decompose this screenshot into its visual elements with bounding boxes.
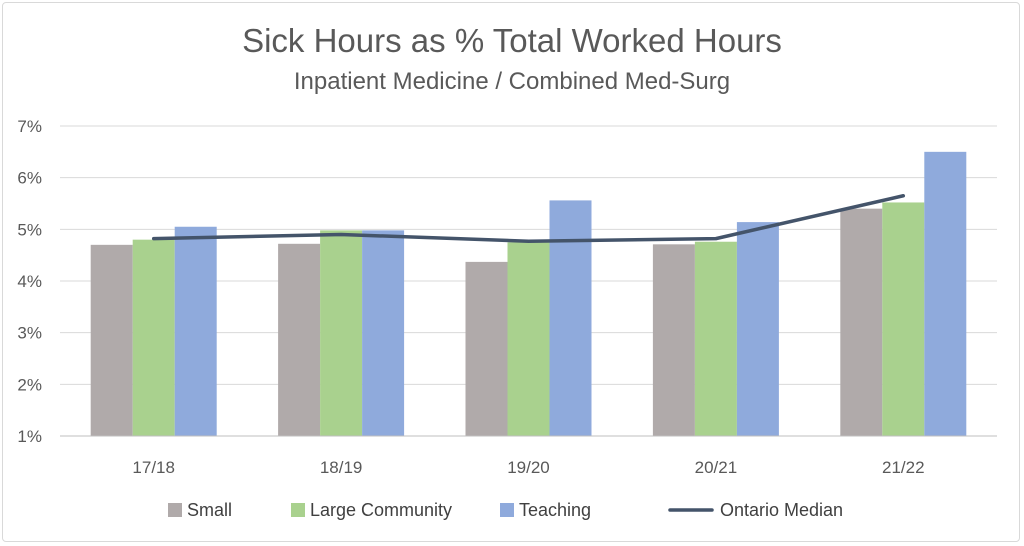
y-axis: 1% 2% 3% 4% 5% 6% 7% (17, 117, 42, 446)
x-tick-label: 17/18 (132, 458, 175, 477)
legend-label: Large Community (310, 500, 452, 520)
legend-label: Small (187, 500, 232, 520)
legend-label: Teaching (519, 500, 591, 520)
bar-teaching (736, 222, 779, 436)
line-ontario-median (151, 194, 906, 243)
y-tick-label: 4% (17, 272, 42, 291)
y-tick-label: 7% (17, 117, 42, 136)
chart-title: Sick Hours as % Total Worked Hours (242, 22, 782, 59)
bar-teaching (362, 230, 405, 436)
y-tick-label: 3% (17, 324, 42, 343)
bar-teaching (924, 151, 967, 437)
x-tick-label: 19/20 (507, 458, 550, 477)
x-axis: 17/18 18/19 19/20 20/21 21/22 (60, 435, 997, 477)
y-tick-label: 1% (17, 427, 42, 446)
bar-small (465, 261, 508, 436)
x-tick-label: 20/21 (695, 458, 738, 477)
legend-label: Ontario Median (720, 500, 843, 520)
bar-small (840, 208, 883, 436)
legend-swatch (500, 503, 514, 517)
bar-large-community (507, 242, 550, 436)
bars (90, 151, 967, 437)
bar-teaching (549, 200, 592, 436)
bar-small (278, 243, 321, 436)
legend-swatch (291, 503, 305, 517)
y-tick-label: 6% (17, 169, 42, 188)
bar-large-community (132, 239, 175, 436)
y-tick-label: 5% (17, 220, 42, 239)
chart-subtitle: Inpatient Medicine / Combined Med-Surg (293, 68, 731, 95)
bar-small (652, 244, 695, 436)
median-line (151, 194, 906, 243)
bar-large-community (882, 202, 925, 436)
x-tick-label: 21/22 (882, 458, 925, 477)
legend-swatch (168, 503, 182, 517)
bar-small (90, 244, 133, 436)
legend: Small Large Community Teaching Ontario Medi… (168, 500, 843, 520)
x-tick-label: 18/19 (320, 458, 363, 477)
bar-large-community (694, 241, 737, 436)
bar-teaching (174, 226, 217, 436)
y-tick-label: 2% (17, 375, 42, 394)
bar-large-community (320, 230, 363, 436)
